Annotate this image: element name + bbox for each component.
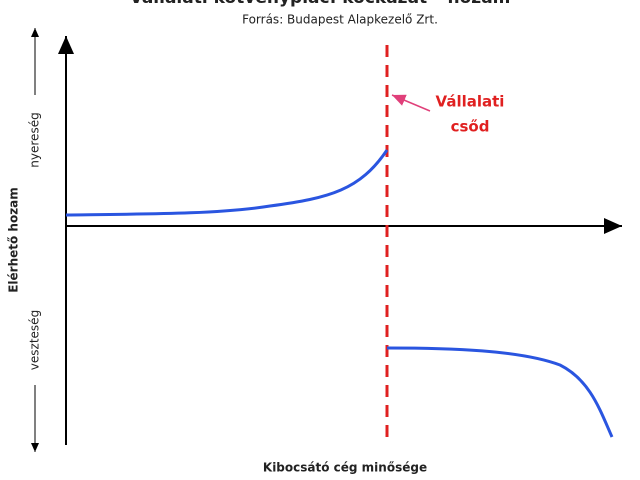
annotation-line: Vállalati — [436, 93, 505, 111]
return-curve-after — [386, 346, 614, 438]
x-axis-label: Kibocsátó cég minősége — [263, 461, 427, 475]
annotation-arrow — [391, 94, 431, 112]
loss-label: veszteség — [28, 310, 42, 370]
return-curve-before — [65, 149, 389, 217]
subtitle: Forrás: Budapest Alapkezelő Zrt. — [242, 13, 438, 27]
gain-label: nyereség — [28, 112, 42, 167]
annotation-line: csőd — [451, 118, 490, 136]
y-axis-label: Elérhető hozam — [7, 187, 21, 293]
title: Vállalati kötvénypiac: kockázat – hozam — [130, 0, 511, 8]
